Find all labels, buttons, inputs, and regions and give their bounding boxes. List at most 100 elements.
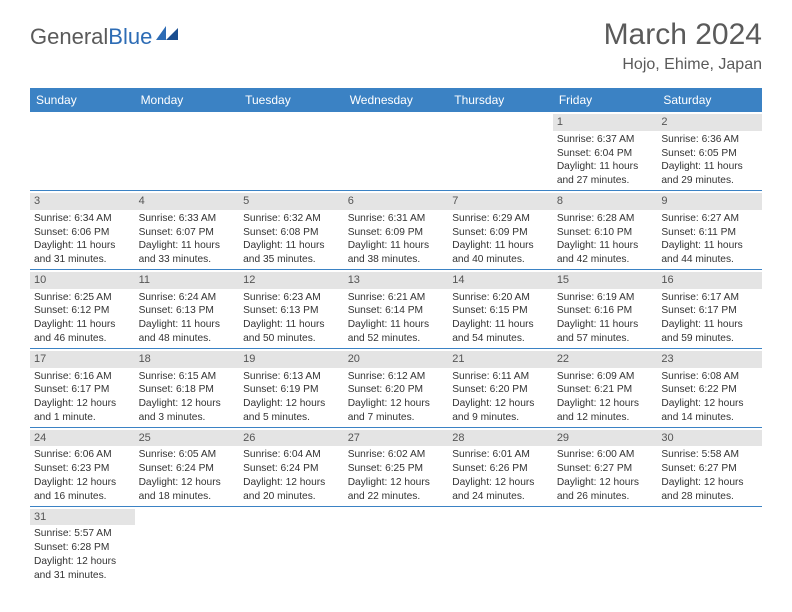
day-number: 14	[448, 272, 553, 289]
daylight-text: Daylight: 11 hours and 44 minutes.	[661, 239, 758, 267]
daylight-text: Daylight: 11 hours and 33 minutes.	[139, 239, 236, 267]
calendar-cell: 29Sunrise: 6:00 AMSunset: 6:27 PMDayligh…	[553, 427, 658, 506]
header: GeneralBlue March 2024 Hojo, Ehime, Japa…	[0, 0, 792, 82]
daylight-text: Daylight: 11 hours and 40 minutes.	[452, 239, 549, 267]
sunrise-text: Sunrise: 6:28 AM	[557, 212, 654, 226]
sunset-text: Sunset: 6:26 PM	[452, 462, 549, 476]
sunrise-text: Sunrise: 6:04 AM	[243, 448, 340, 462]
sunset-text: Sunset: 6:13 PM	[243, 304, 340, 318]
calendar-cell: 3Sunrise: 6:34 AMSunset: 6:06 PMDaylight…	[30, 190, 135, 269]
weekday-header: Sunday	[30, 88, 135, 112]
day-number: 8	[553, 193, 658, 210]
daylight-text: Daylight: 11 hours and 38 minutes.	[348, 239, 445, 267]
day-number: 7	[448, 193, 553, 210]
calendar-table: SundayMondayTuesdayWednesdayThursdayFrid…	[30, 88, 762, 584]
calendar-cell: 4 Sunrise: 6:33 AMSunset: 6:07 PMDaylight…	[135, 190, 240, 269]
sunrise-text: Sunrise: 5:58 AM	[661, 448, 758, 462]
daylight-text: Daylight: 12 hours and 9 minutes.	[452, 397, 549, 425]
sunset-text: Sunset: 6:13 PM	[139, 304, 236, 318]
sunrise-text: Sunrise: 6:36 AM	[661, 133, 758, 147]
sunrise-text: Sunrise: 6:09 AM	[557, 370, 654, 384]
calendar-cell: 11Sunrise: 6:24 AMSunset: 6:13 PMDayligh…	[135, 269, 240, 348]
calendar-cell: 20Sunrise: 6:12 AMSunset: 6:20 PMDayligh…	[344, 348, 449, 427]
daylight-text: Daylight: 11 hours and 50 minutes.	[243, 318, 340, 346]
sunset-text: Sunset: 6:20 PM	[452, 383, 549, 397]
sunrise-text: Sunrise: 6:31 AM	[348, 212, 445, 226]
day-number: 28	[448, 430, 553, 447]
calendar-cell: 2Sunrise: 6:36 AMSunset: 6:05 PMDaylight…	[657, 112, 762, 190]
sunrise-text: Sunrise: 6:15 AM	[139, 370, 236, 384]
sunset-text: Sunset: 6:20 PM	[348, 383, 445, 397]
calendar-cell: 12 Sunrise: 6:23 AMSunset: 6:13 PMDayligh…	[239, 269, 344, 348]
sunset-text: Sunset: 6:16 PM	[557, 304, 654, 318]
sunset-text: Sunset: 6:14 PM	[348, 304, 445, 318]
calendar-cell: 27Sunrise: 6:02 AMSunset: 6:25 PMDayligh…	[344, 427, 449, 506]
daylight-text: Daylight: 11 hours and 35 minutes.	[243, 239, 340, 267]
sunrise-text: Sunrise: 6:33 AM	[139, 212, 236, 226]
sunrise-text: Sunrise: 6:06 AM	[34, 448, 131, 462]
sunrise-text: Sunrise: 6:25 AM	[34, 291, 131, 305]
day-number: 18	[135, 351, 240, 368]
calendar-cell: 23Sunrise: 6:08 AMSunset: 6:22 PMDayligh…	[657, 348, 762, 427]
day-number: 5	[239, 193, 344, 210]
calendar-cell: 30Sunrise: 5:58 AMSunset: 6:27 PMDayligh…	[657, 427, 762, 506]
day-number: 24	[30, 430, 135, 447]
calendar-cell	[135, 112, 240, 190]
sunrise-text: Sunrise: 6:12 AM	[348, 370, 445, 384]
sunrise-text: Sunrise: 6:17 AM	[661, 291, 758, 305]
logo: GeneralBlue	[30, 24, 184, 50]
calendar-cell	[239, 506, 344, 584]
daylight-text: Daylight: 11 hours and 42 minutes.	[557, 239, 654, 267]
calendar-cell: 17Sunrise: 6:16 AMSunset: 6:17 PMDayligh…	[30, 348, 135, 427]
day-number: 10	[30, 272, 135, 289]
calendar-cell: 1Sunrise: 6:37 AMSunset: 6:04 PMDaylight…	[553, 112, 658, 190]
calendar-cell: 18Sunrise: 6:15 AMSunset: 6:18 PMDayligh…	[135, 348, 240, 427]
weekday-header: Friday	[553, 88, 658, 112]
sunset-text: Sunset: 6:05 PM	[661, 147, 758, 161]
calendar-cell	[344, 112, 449, 190]
daylight-text: Daylight: 11 hours and 57 minutes.	[557, 318, 654, 346]
calendar-cell: 25Sunrise: 6:05 AMSunset: 6:24 PMDayligh…	[135, 427, 240, 506]
daylight-text: Daylight: 12 hours and 12 minutes.	[557, 397, 654, 425]
sunset-text: Sunset: 6:07 PM	[139, 226, 236, 240]
title-block: March 2024 Hojo, Ehime, Japan	[604, 18, 762, 74]
sunset-text: Sunset: 6:08 PM	[243, 226, 340, 240]
day-number: 16	[657, 272, 762, 289]
calendar-header-row: SundayMondayTuesdayWednesdayThursdayFrid…	[30, 88, 762, 112]
daylight-text: Daylight: 11 hours and 31 minutes.	[34, 239, 131, 267]
day-number: 4	[135, 193, 240, 210]
calendar-cell: 24Sunrise: 6:06 AMSunset: 6:23 PMDayligh…	[30, 427, 135, 506]
weekday-header: Wednesday	[344, 88, 449, 112]
day-number: 23	[657, 351, 762, 368]
calendar-week-row: 10Sunrise: 6:25 AMSunset: 6:12 PMDayligh…	[30, 269, 762, 348]
daylight-text: Daylight: 11 hours and 54 minutes.	[452, 318, 549, 346]
calendar-cell: 6 Sunrise: 6:31 AMSunset: 6:09 PMDaylight…	[344, 190, 449, 269]
day-number: 26	[239, 430, 344, 447]
day-number: 6	[344, 193, 449, 210]
calendar-cell	[553, 506, 658, 584]
day-number: 30	[657, 430, 762, 447]
calendar-cell: 9Sunrise: 6:27 AMSunset: 6:11 PMDaylight…	[657, 190, 762, 269]
sunset-text: Sunset: 6:25 PM	[348, 462, 445, 476]
sunrise-text: Sunrise: 6:23 AM	[243, 291, 340, 305]
sunrise-text: Sunrise: 6:32 AM	[243, 212, 340, 226]
sunrise-text: Sunrise: 6:20 AM	[452, 291, 549, 305]
day-number: 21	[448, 351, 553, 368]
sunset-text: Sunset: 6:09 PM	[348, 226, 445, 240]
sunrise-text: Sunrise: 6:21 AM	[348, 291, 445, 305]
calendar-cell: 16Sunrise: 6:17 AMSunset: 6:17 PMDayligh…	[657, 269, 762, 348]
sunset-text: Sunset: 6:27 PM	[661, 462, 758, 476]
sunrise-text: Sunrise: 6:05 AM	[139, 448, 236, 462]
sunrise-text: Sunrise: 6:02 AM	[348, 448, 445, 462]
calendar-cell: 10Sunrise: 6:25 AMSunset: 6:12 PMDayligh…	[30, 269, 135, 348]
sunset-text: Sunset: 6:17 PM	[661, 304, 758, 318]
weekday-header: Tuesday	[239, 88, 344, 112]
day-number: 12	[239, 272, 344, 289]
calendar-cell	[344, 506, 449, 584]
location: Hojo, Ehime, Japan	[604, 56, 762, 74]
sunrise-text: Sunrise: 6:34 AM	[34, 212, 131, 226]
calendar-cell	[448, 506, 553, 584]
calendar-cell	[657, 506, 762, 584]
calendar-cell: 19Sunrise: 6:13 AMSunset: 6:19 PMDayligh…	[239, 348, 344, 427]
sunset-text: Sunset: 6:06 PM	[34, 226, 131, 240]
